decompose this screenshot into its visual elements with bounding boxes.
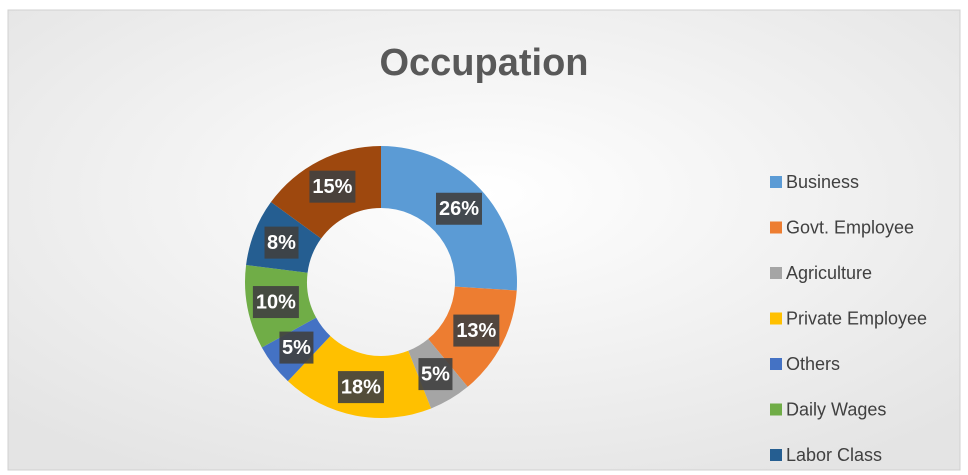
data-label-box xyxy=(279,331,314,364)
data-label: 5% xyxy=(282,337,311,359)
data-label-box xyxy=(453,314,500,347)
data-label: 15% xyxy=(312,176,352,198)
data-label-box xyxy=(309,170,356,203)
legend-label: Daily Wages xyxy=(786,399,886,419)
data-label: 8% xyxy=(267,232,296,254)
data-label-box xyxy=(435,192,482,225)
data-label: 26% xyxy=(439,198,479,220)
legend-label: Govt. Employee xyxy=(786,217,914,237)
legend-swatch xyxy=(770,221,782,234)
data-label-box xyxy=(252,286,299,319)
legend-label: Business xyxy=(786,172,859,192)
legend-swatch xyxy=(770,403,782,416)
data-label: 5% xyxy=(421,363,450,385)
legend-swatch xyxy=(770,358,782,370)
data-label: 13% xyxy=(456,320,496,342)
legend-swatch xyxy=(770,176,782,188)
data-label-box xyxy=(418,358,453,391)
data-label-box xyxy=(264,226,299,259)
data-label-box xyxy=(337,371,384,404)
legend-label: Others xyxy=(786,354,840,374)
legend-swatch xyxy=(770,312,782,325)
legend-label: Agriculture xyxy=(786,263,872,283)
chart-title: Occupation xyxy=(379,42,588,84)
legend-label: Labor Class xyxy=(786,445,882,465)
legend-swatch xyxy=(770,267,782,279)
legend-label: Private Employee xyxy=(786,308,927,328)
data-label: 10% xyxy=(256,291,296,313)
data-label: 18% xyxy=(341,376,381,398)
legend-swatch xyxy=(770,449,782,461)
